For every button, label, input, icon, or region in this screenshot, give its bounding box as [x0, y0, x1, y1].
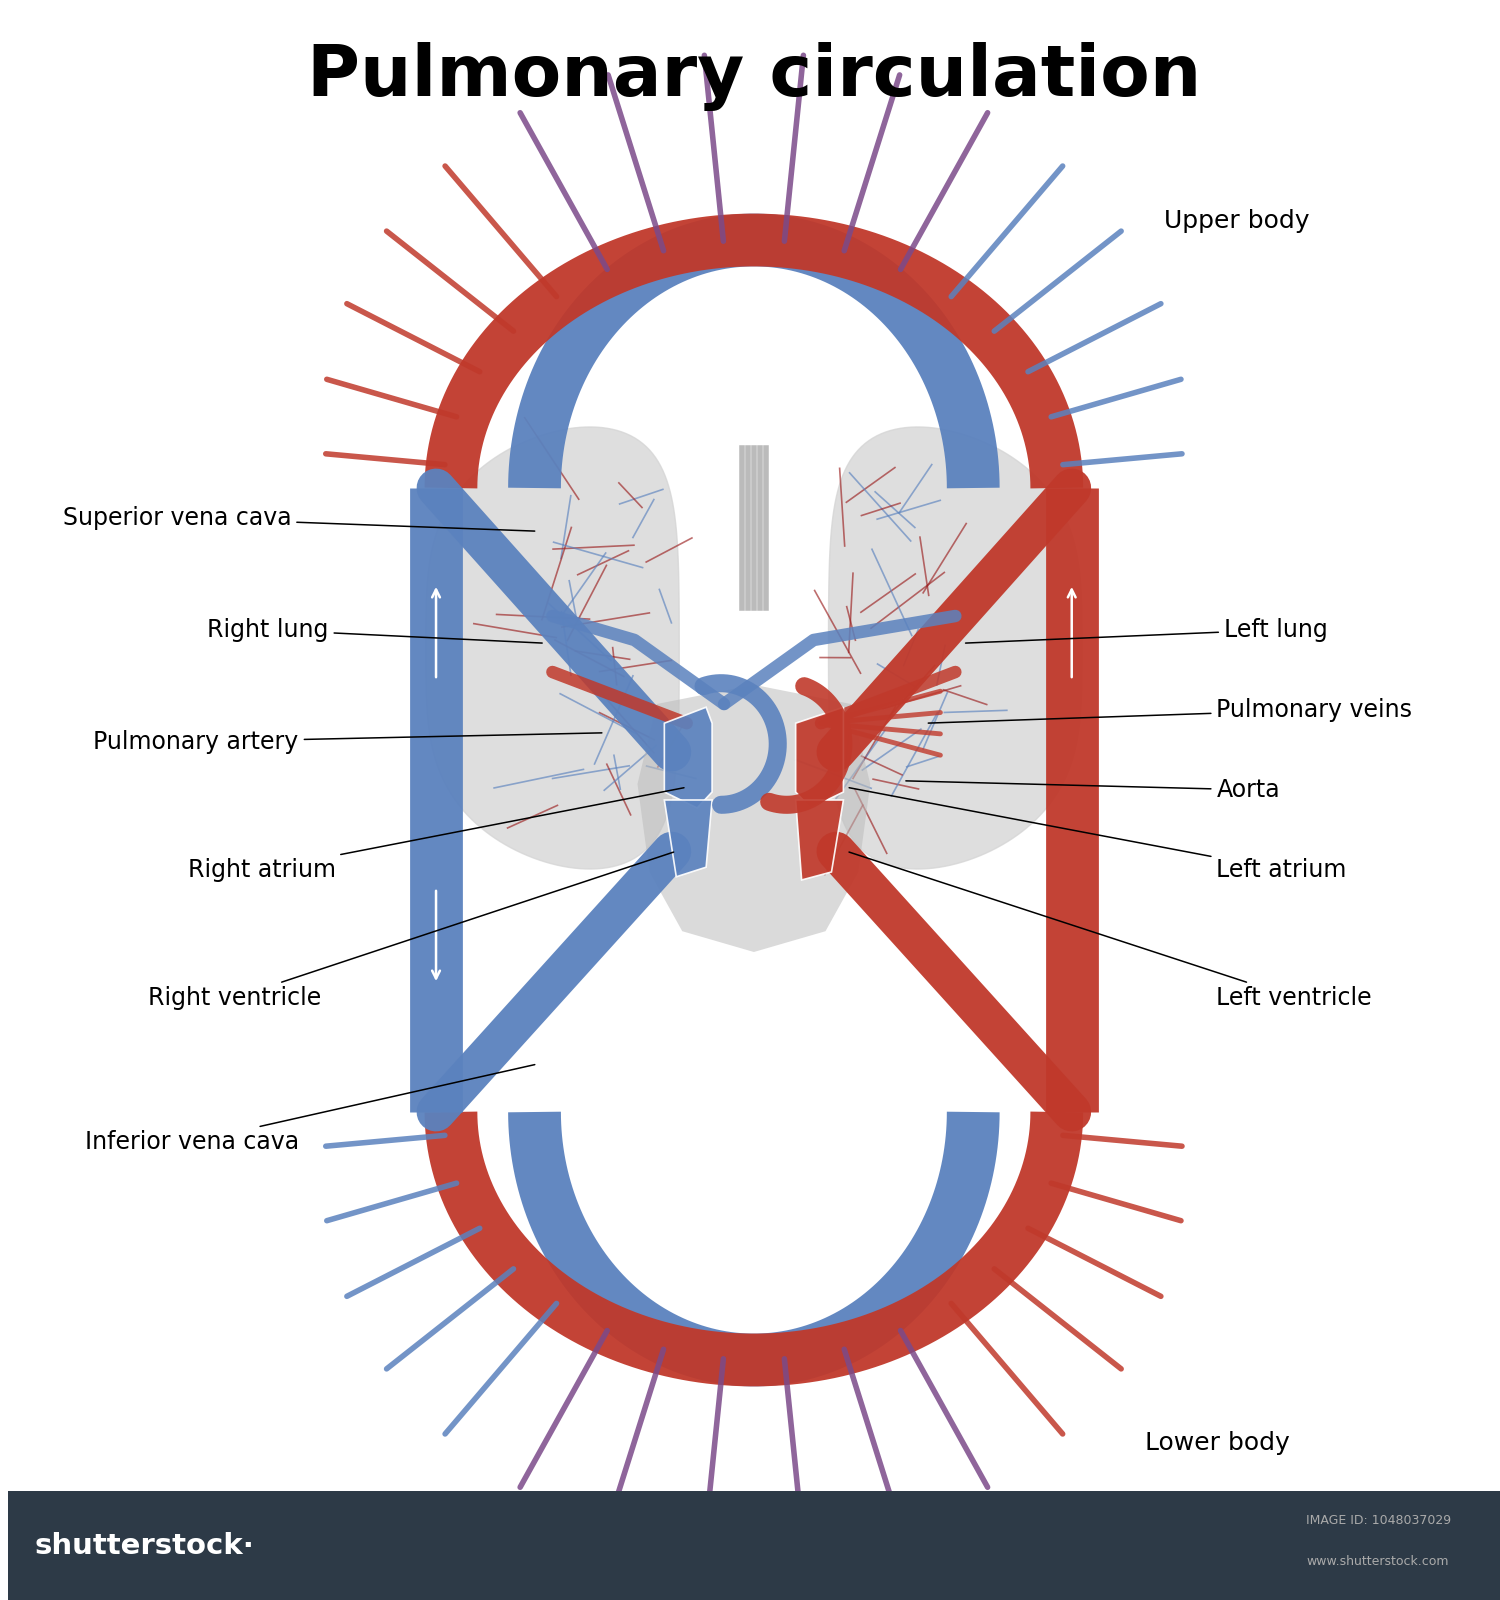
Text: Left ventricle: Left ventricle [849, 853, 1372, 1010]
Polygon shape [828, 427, 1082, 869]
Text: Right ventricle: Right ventricle [148, 853, 674, 1010]
Text: www.shutterstock.com: www.shutterstock.com [1306, 1555, 1449, 1568]
Text: shutterstock·: shutterstock· [34, 1531, 255, 1560]
Text: Pulmonary circulation: Pulmonary circulation [306, 42, 1202, 112]
Text: IMAGE ID: 1048037029: IMAGE ID: 1048037029 [1306, 1514, 1450, 1526]
Text: Inferior vena cava: Inferior vena cava [84, 1064, 536, 1154]
Text: Superior vena cava: Superior vena cava [63, 506, 534, 531]
Text: Aorta: Aorta [906, 778, 1280, 802]
Polygon shape [795, 707, 843, 808]
Polygon shape [664, 800, 712, 877]
Text: Right lung: Right lung [207, 618, 542, 643]
Text: Left atrium: Left atrium [849, 787, 1347, 882]
Text: Upper body: Upper body [1164, 208, 1310, 232]
Polygon shape [795, 800, 843, 880]
Text: Pulmonary artery: Pulmonary artery [93, 730, 602, 754]
Polygon shape [664, 707, 712, 808]
Text: Right atrium: Right atrium [188, 787, 684, 882]
Text: Left lung: Left lung [966, 618, 1328, 643]
Text: Pulmonary veins: Pulmonary veins [928, 698, 1413, 723]
Bar [8, 1491, 1500, 1600]
Polygon shape [426, 427, 680, 869]
Polygon shape [638, 685, 870, 952]
Text: Lower body: Lower body [1144, 1430, 1290, 1456]
